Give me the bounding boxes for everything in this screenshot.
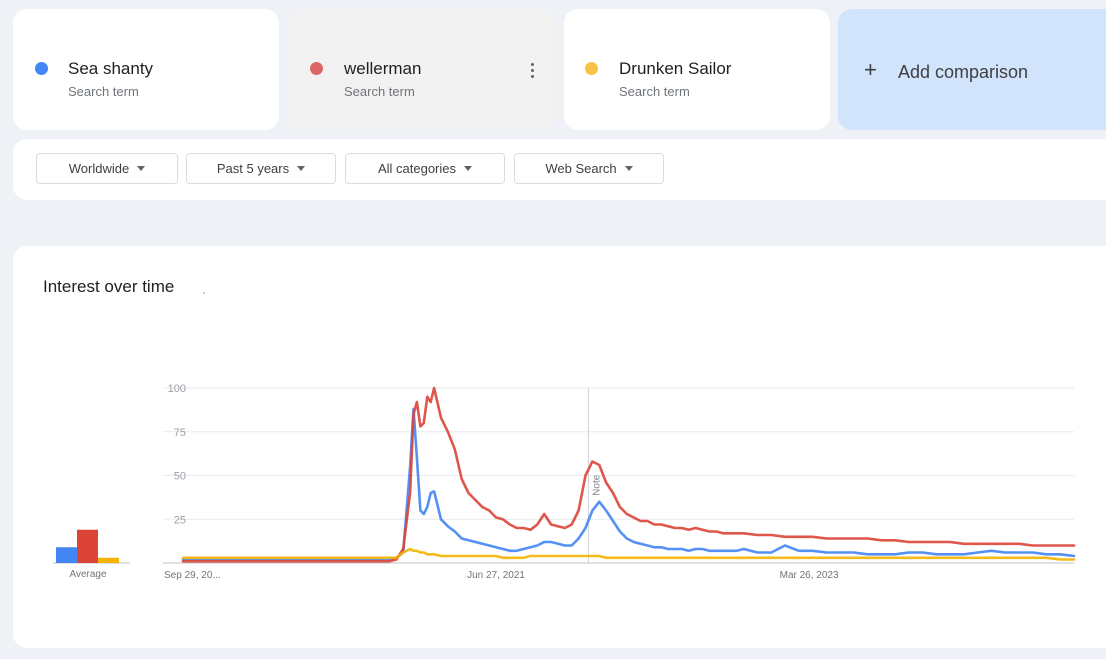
series-color-dot (310, 62, 323, 75)
average-label: Average (69, 569, 107, 580)
plus-icon: + (864, 57, 877, 82)
y-tick-label: 50 (174, 471, 186, 483)
category-value: All categories (377, 161, 457, 176)
region-value: Worldwide (68, 161, 130, 176)
search-type-value: Web Search (545, 161, 617, 176)
filter-bar: Worldwide Past 5 years All categories We… (13, 139, 1106, 200)
x-tick-label: Mar 26, 2023 (780, 570, 839, 581)
interest-chart[interactable]: 25 50 75 100 Sep 29, 20... Jun 27, 2021 Mar 26… (13, 246, 1106, 648)
series-color-dot (35, 62, 48, 75)
series-line-2 (181, 547, 1076, 561)
y-tick-label: 25 (174, 514, 186, 526)
average-bar (98, 557, 119, 563)
interest-over-time-card: Interest over time 25 50 75 100 Sep 29, 20..… (13, 246, 1106, 648)
y-tick-label: 75 (174, 427, 186, 439)
note-label: Note (591, 474, 602, 496)
series-color-dot (585, 62, 598, 75)
term-name: wellerman (344, 59, 422, 78)
time-range-dropdown[interactable]: Past 5 years (186, 153, 336, 184)
dropdown-arrow-icon (464, 166, 473, 171)
chart-title: Interest over time (43, 277, 175, 296)
term-type-label: Search term (68, 84, 139, 99)
more-options-icon[interactable] (531, 63, 535, 81)
term-card-sea-shanty[interactable]: Sea shanty Search term (13, 9, 279, 130)
term-card-drunken-sailor[interactable]: Drunken Sailor Search term (564, 9, 830, 130)
time-range-value: Past 5 years (216, 161, 290, 176)
average-bar (56, 547, 77, 563)
region-dropdown[interactable]: Worldwide (36, 153, 178, 184)
term-type-label: Search term (619, 84, 690, 99)
term-name: Sea shanty (68, 59, 154, 78)
category-dropdown[interactable]: All categories (345, 153, 505, 184)
search-type-dropdown[interactable]: Web Search (514, 153, 664, 184)
term-type-label: Search term (344, 84, 415, 99)
term-card-wellerman[interactable]: wellerman Search term (288, 9, 555, 130)
term-name: Drunken Sailor (619, 59, 732, 78)
add-comparison-button[interactable]: + Add comparison (838, 9, 1106, 130)
dropdown-arrow-icon (137, 166, 146, 171)
x-tick-label: Sep 29, 20... (164, 570, 221, 581)
add-comparison-label: Add comparison (898, 62, 1029, 82)
series-line-1 (181, 386, 1076, 563)
average-bar (77, 529, 98, 563)
dropdown-arrow-icon (297, 166, 306, 171)
x-tick-label: Jun 27, 2021 (467, 570, 525, 581)
y-tick-label: 100 (168, 383, 186, 395)
help-icon[interactable] (203, 292, 205, 294)
dropdown-arrow-icon (624, 166, 633, 171)
